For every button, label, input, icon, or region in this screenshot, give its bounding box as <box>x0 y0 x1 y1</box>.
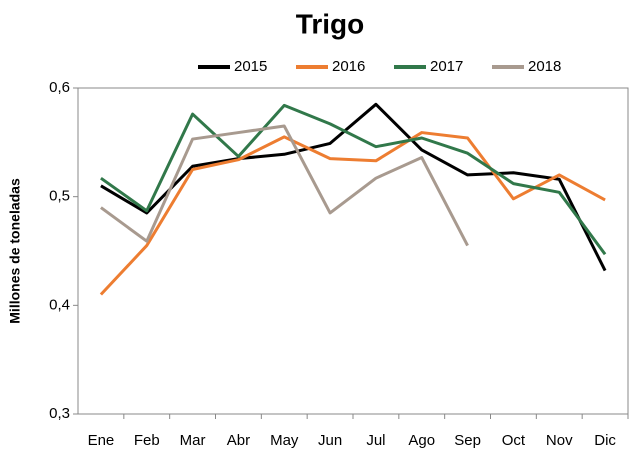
y-tick-label: 0,6 <box>49 79 70 96</box>
legend-label: 2015 <box>234 58 267 75</box>
x-tick-label: May <box>270 432 299 449</box>
legend-label: 2017 <box>430 58 463 75</box>
x-tick-label: Jun <box>318 432 342 449</box>
x-tick-label: Mar <box>180 432 206 449</box>
y-axis-label: Millones de toneladas <box>7 178 23 324</box>
x-tick-label: Abr <box>227 432 250 449</box>
x-tick-label: Jul <box>366 432 385 449</box>
series-line <box>100 103 607 256</box>
x-tick-label: Oct <box>502 432 526 449</box>
legend-label: 2016 <box>332 58 365 75</box>
legend-label: 2018 <box>528 58 561 75</box>
series-line <box>100 124 469 247</box>
series-line <box>99 131 606 296</box>
y-tick-label: 0,3 <box>49 405 70 422</box>
x-tick-label: Dic <box>594 432 616 449</box>
y-tick-label: 0,5 <box>49 188 70 205</box>
series-line <box>100 102 607 272</box>
x-tick-label: Nov <box>546 432 573 449</box>
x-tick-label: Ago <box>408 432 435 449</box>
x-tick-label: Sep <box>454 432 481 449</box>
x-tick-label: Ene <box>88 432 115 449</box>
chart-title: Trigo <box>296 8 364 39</box>
x-tick-label: Feb <box>134 432 160 449</box>
y-tick-label: 0,4 <box>49 296 70 313</box>
